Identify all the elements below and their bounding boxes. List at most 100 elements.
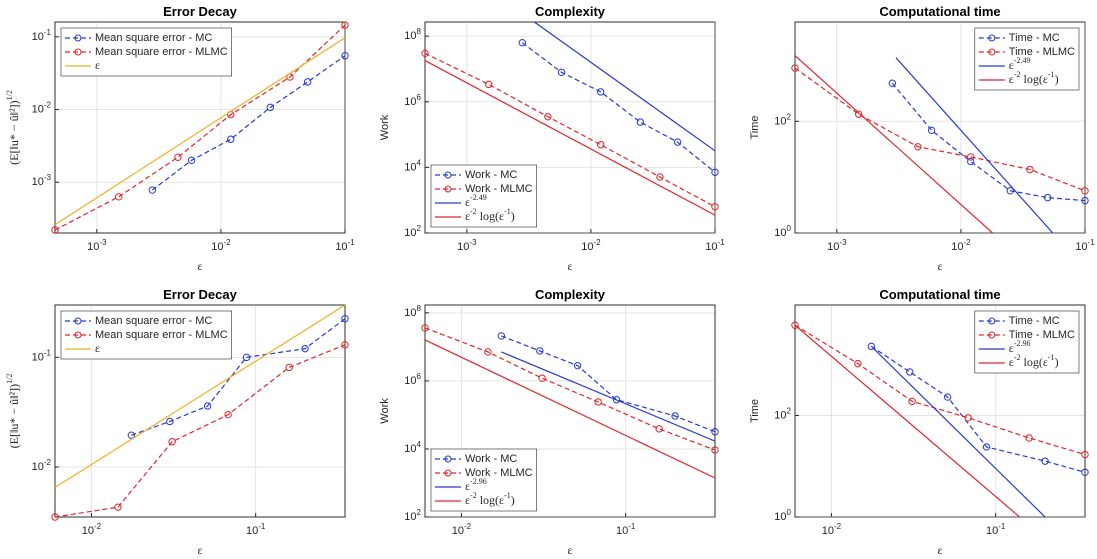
x-tick-label: 10-1 [335,238,355,253]
legend-label: Mean square error - MLMC [95,46,228,58]
marker [1081,196,1089,205]
marker [127,431,136,439]
axes-box [424,21,716,234]
marker [612,396,621,404]
marker [484,80,493,89]
marker [421,324,429,332]
subplot: 10-3 10-2 10-1 102 104 106 108 Complexity ε Work W… [379,4,725,272]
marker [791,321,799,329]
marker [51,226,59,234]
marker [341,52,349,60]
series-line [795,324,1021,517]
legend-marker [988,331,996,339]
chart-title: Computational time [879,287,1000,302]
series-line [895,57,1054,233]
legend-label: Time - MC [1009,32,1060,44]
marker [518,39,527,47]
marker [166,417,174,426]
marker [285,363,293,372]
legend-label: ε-2.96 [1009,339,1031,354]
marker [148,186,157,194]
series-line [795,67,1085,192]
legend-label: Work - MLMC [465,183,533,195]
legend-marker [74,48,82,56]
marker [536,347,544,355]
legend-label: Time - MLMC [1009,329,1075,341]
marker [174,153,182,162]
legend-label: Time - MC [1009,315,1060,327]
legend-label: Work - MC [465,169,517,181]
marker [421,49,429,58]
y-tick-label: 100 [774,508,791,523]
series-line [795,324,1085,456]
marker [301,344,309,353]
y-axis-label: Work [379,398,391,424]
marker [1043,193,1052,202]
axes-box [54,21,346,234]
legend-label: Mean square error - MC [95,32,212,44]
legend-label: ε-2 log(ε-1) [465,491,515,506]
marker [906,368,914,376]
marker [1025,434,1033,442]
x-axis-label: ε [937,543,942,557]
axes-box [54,304,346,518]
marker [203,402,212,410]
series-line [501,351,715,442]
marker [544,113,552,121]
marker [908,397,916,406]
y-axis-label: Time [749,399,761,423]
marker [484,348,492,356]
legend-label: ε-2 log(ε-1) [1009,70,1059,85]
legend-label: ε-2 log(ε-1) [465,207,515,222]
legend-label: ε-2.96 [465,477,487,492]
legend-marker [444,455,452,463]
x-tick-label: 10-2 [452,522,472,537]
legend: Mean square error - MC Mean square error … [60,310,232,360]
y-tick-label: 106 [404,92,421,107]
x-tick-label: 10-3 [87,238,107,253]
marker [341,341,349,349]
series-line [891,82,1085,202]
series-line [795,55,993,233]
marker [341,315,349,323]
subplot: 10-3 10-2 10-1 10-3 10-2 10-1 Error Decay ε (E[‖… [5,4,355,272]
series-line [55,344,345,517]
marker [1026,165,1034,174]
marker [168,438,176,446]
marker [341,21,349,29]
legend-marker [74,331,82,339]
y-tick-label: 106 [404,372,421,387]
series-line [425,327,715,451]
marker [636,118,644,126]
marker [711,168,719,176]
x-axis-label: ε [197,259,202,273]
marker [914,143,922,151]
axes-box [794,21,1086,234]
marker [982,443,991,451]
y-tick-label: 108 [404,27,421,42]
y-tick-label: 102 [774,112,791,127]
marker [51,513,59,521]
legend-label: Mean square error - MLMC [95,329,228,341]
series-line [55,37,345,226]
marker [656,173,664,181]
axes-box [424,304,716,518]
y-tick-label: 100 [774,224,791,239]
legend: Mean square error - MC Mean square error … [60,27,232,77]
legend-label: Work - MLMC [465,467,533,479]
x-tick-label: 10-2 [581,238,601,253]
y-tick-label: 10-1 [32,27,52,42]
chart-title: Error Decay [163,4,237,19]
marker [1081,450,1089,459]
marker [597,88,605,96]
subplot: 10-2 10-1 100 102 Computational time ε Time Tim… [749,287,1089,557]
marker [187,156,196,165]
marker [711,203,719,211]
subplot: 10-2 10-1 102 104 106 108 Complexity ε Work Work … [379,287,719,557]
marker [1041,457,1049,465]
series-line [501,335,715,433]
x-tick-label: 10-1 [246,522,266,537]
legend-marker [444,171,452,179]
